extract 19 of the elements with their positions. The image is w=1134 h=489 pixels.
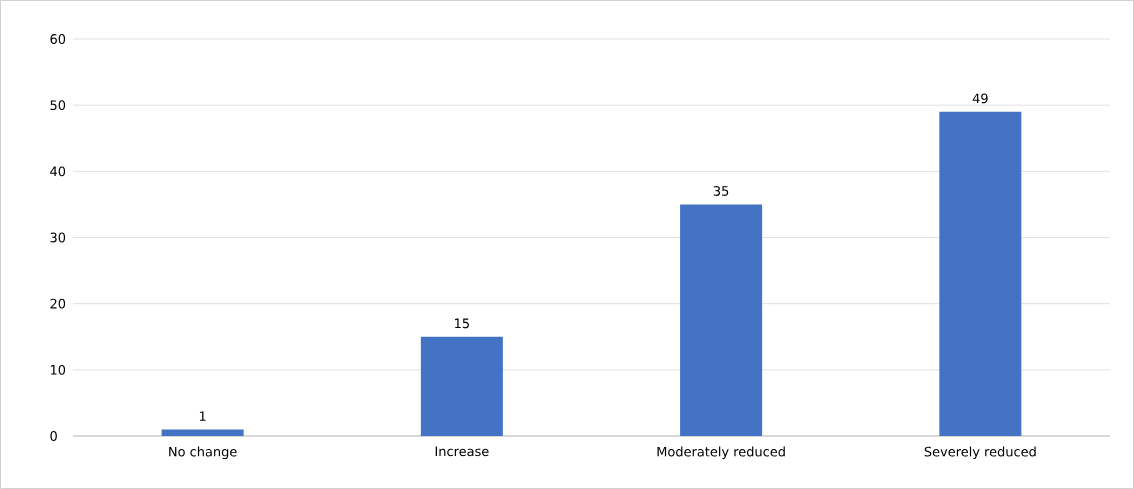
bar (939, 111, 1022, 436)
bar (161, 429, 244, 436)
bar (420, 336, 503, 436)
data-label: 1 (199, 411, 206, 421)
data-label: 49 (972, 93, 988, 104)
y-tick-label: 60 (50, 34, 66, 44)
x-tick-label: Moderately reduced (657, 446, 785, 460)
y-tick-label: 10 (50, 364, 66, 375)
y-tick-label: 40 (50, 166, 66, 177)
x-tick-label: Severely reduced (924, 446, 1036, 460)
y-tick-label: 50 (50, 100, 66, 111)
y-tick-label: 0 (50, 431, 57, 441)
data-label: 15 (455, 318, 469, 329)
bar (680, 204, 763, 436)
x-tick-label: Increase (435, 446, 489, 457)
data-label: 35 (713, 186, 729, 196)
y-tick-label: 20 (50, 298, 66, 309)
y-tick-label: 30 (50, 232, 66, 243)
x-tick-label: No change (169, 446, 237, 460)
